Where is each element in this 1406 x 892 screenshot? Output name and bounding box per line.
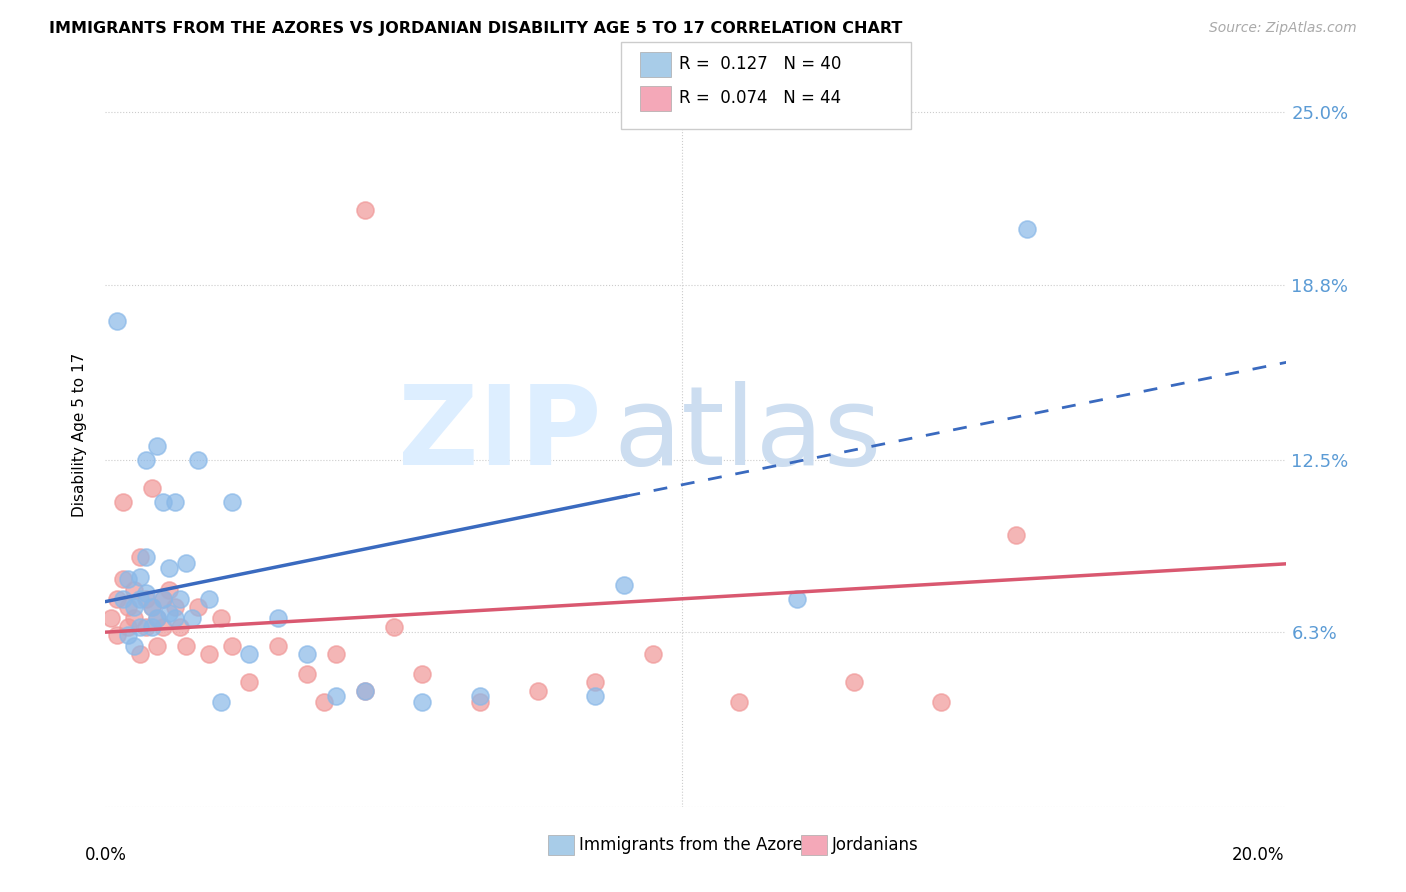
Point [129, 648, 152, 662]
Point [135, 591, 157, 606]
Point [180, 611, 202, 625]
Point [111, 591, 134, 606]
Point [146, 439, 169, 453]
Point [117, 573, 139, 587]
Point [152, 494, 174, 508]
Point [929, 695, 952, 709]
Point [526, 683, 548, 698]
Point [129, 591, 152, 606]
Point [105, 591, 128, 606]
Point [221, 639, 243, 653]
Point [198, 648, 221, 662]
Point [187, 453, 209, 467]
Point [163, 600, 186, 615]
Point [122, 583, 145, 598]
Point [105, 314, 128, 328]
Point [141, 600, 163, 615]
Text: atlas: atlas [613, 382, 882, 488]
Point [209, 611, 232, 625]
Point [169, 591, 191, 606]
Point [583, 675, 606, 690]
Point [1017, 222, 1039, 236]
Point [157, 583, 180, 598]
Point [353, 683, 375, 698]
Point [238, 675, 260, 690]
Point [169, 619, 191, 633]
Point [267, 639, 290, 653]
Point [129, 569, 152, 583]
Text: Jordanians: Jordanians [832, 836, 920, 854]
Point [122, 639, 145, 653]
Point [122, 600, 145, 615]
Text: 0.0%: 0.0% [84, 847, 127, 864]
Point [152, 591, 174, 606]
Text: IMMIGRANTS FROM THE AZORES VS JORDANIAN DISABILITY AGE 5 TO 17 CORRELATION CHART: IMMIGRANTS FROM THE AZORES VS JORDANIAN … [49, 21, 903, 36]
Point [105, 628, 128, 642]
Point [135, 550, 157, 565]
Point [152, 619, 174, 633]
Point [174, 556, 197, 570]
Point [209, 695, 232, 709]
Point [786, 591, 808, 606]
Point [198, 591, 221, 606]
Text: 20.0%: 20.0% [1232, 847, 1284, 864]
Point [117, 628, 139, 642]
Point [174, 639, 197, 653]
Text: Source: ZipAtlas.com: Source: ZipAtlas.com [1209, 21, 1357, 35]
Point [135, 453, 157, 467]
Text: R =  0.127   N = 40: R = 0.127 N = 40 [679, 55, 841, 73]
Point [157, 606, 180, 620]
Point [295, 666, 318, 681]
Point [146, 611, 169, 625]
Point [129, 619, 152, 633]
Point [382, 619, 405, 633]
Point [411, 666, 433, 681]
Point [641, 648, 664, 662]
Point [353, 683, 375, 698]
Point [141, 481, 163, 495]
Point [117, 600, 139, 615]
Point [111, 573, 134, 587]
Point [221, 494, 243, 508]
Point [411, 695, 433, 709]
Point [111, 494, 134, 508]
Point [152, 591, 174, 606]
Point [146, 611, 169, 625]
Point [146, 639, 169, 653]
Point [141, 619, 163, 633]
Point [163, 611, 186, 625]
Point [295, 648, 318, 662]
Point [129, 550, 152, 565]
Point [583, 689, 606, 703]
Point [325, 648, 347, 662]
Point [267, 611, 290, 625]
Point [135, 619, 157, 633]
Point [1004, 528, 1026, 542]
Point [100, 611, 122, 625]
Text: ZIP: ZIP [398, 382, 602, 488]
Point [238, 648, 260, 662]
Point [122, 611, 145, 625]
Y-axis label: Disability Age 5 to 17: Disability Age 5 to 17 [72, 352, 87, 517]
Point [187, 600, 209, 615]
Point [314, 695, 336, 709]
Point [468, 689, 491, 703]
Point [613, 578, 636, 592]
Point [157, 561, 180, 575]
Point [468, 695, 491, 709]
Point [163, 494, 186, 508]
Text: Immigrants from the Azores: Immigrants from the Azores [579, 836, 813, 854]
Point [135, 586, 157, 600]
Point [325, 689, 347, 703]
Text: R =  0.074   N = 44: R = 0.074 N = 44 [679, 89, 841, 107]
Point [844, 675, 866, 690]
Point [141, 600, 163, 615]
Point [353, 202, 375, 217]
Point [728, 695, 751, 709]
Point [117, 619, 139, 633]
